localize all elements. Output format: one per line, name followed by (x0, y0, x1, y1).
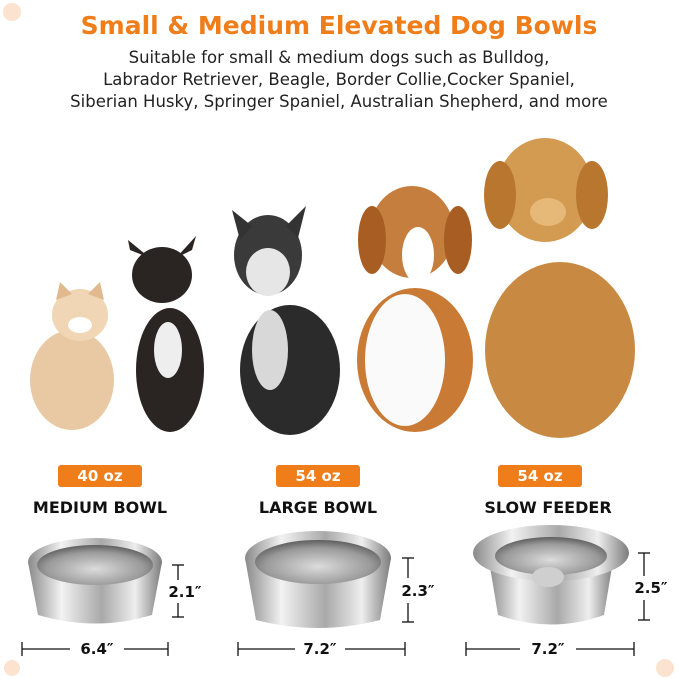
title: Small & Medium Elevated Dog Bowls (81, 11, 598, 40)
schnauzer (232, 206, 340, 435)
product-name: SLOW FEEDER (484, 498, 611, 517)
diameter: 7.2″ (531, 640, 565, 658)
paw-decor (3, 3, 674, 677)
cat (30, 282, 114, 430)
product: 54 oz LARGE BOWL 2.3″ 7.2″ (237, 465, 435, 658)
capacity-badge (58, 465, 142, 487)
height: 2.3″ (401, 582, 435, 600)
capacity: 54 oz (295, 467, 340, 485)
product-name: LARGE BOWL (259, 498, 377, 517)
golden-retriever (484, 138, 635, 438)
subtitle-line: Labrador Retriever, Beagle, Border Colli… (103, 70, 575, 89)
capacity-badge (276, 465, 360, 487)
capacity: 40 oz (77, 467, 122, 485)
capacity-badge (498, 465, 582, 487)
diameter: 7.2″ (303, 640, 337, 658)
diameter: 6.4″ (80, 640, 114, 658)
subtitle-line: Suitable for small & medium dogs such as… (129, 48, 550, 67)
product: 54 oz SLOW FEEDER 2.5″ 7.2″ (465, 465, 668, 658)
french-bulldog (128, 236, 204, 432)
height: 2.1″ (168, 583, 202, 601)
subtitle-line: Siberian Husky, Springer Spaniel, Austra… (70, 92, 608, 111)
height: 2.5″ (634, 579, 668, 597)
capacity: 54 oz (517, 467, 562, 485)
product: 40 oz MEDIUM BOWL 2.1″ 6.4″ (21, 465, 202, 658)
beagle (357, 186, 473, 432)
product-name: MEDIUM BOWL (33, 498, 167, 517)
